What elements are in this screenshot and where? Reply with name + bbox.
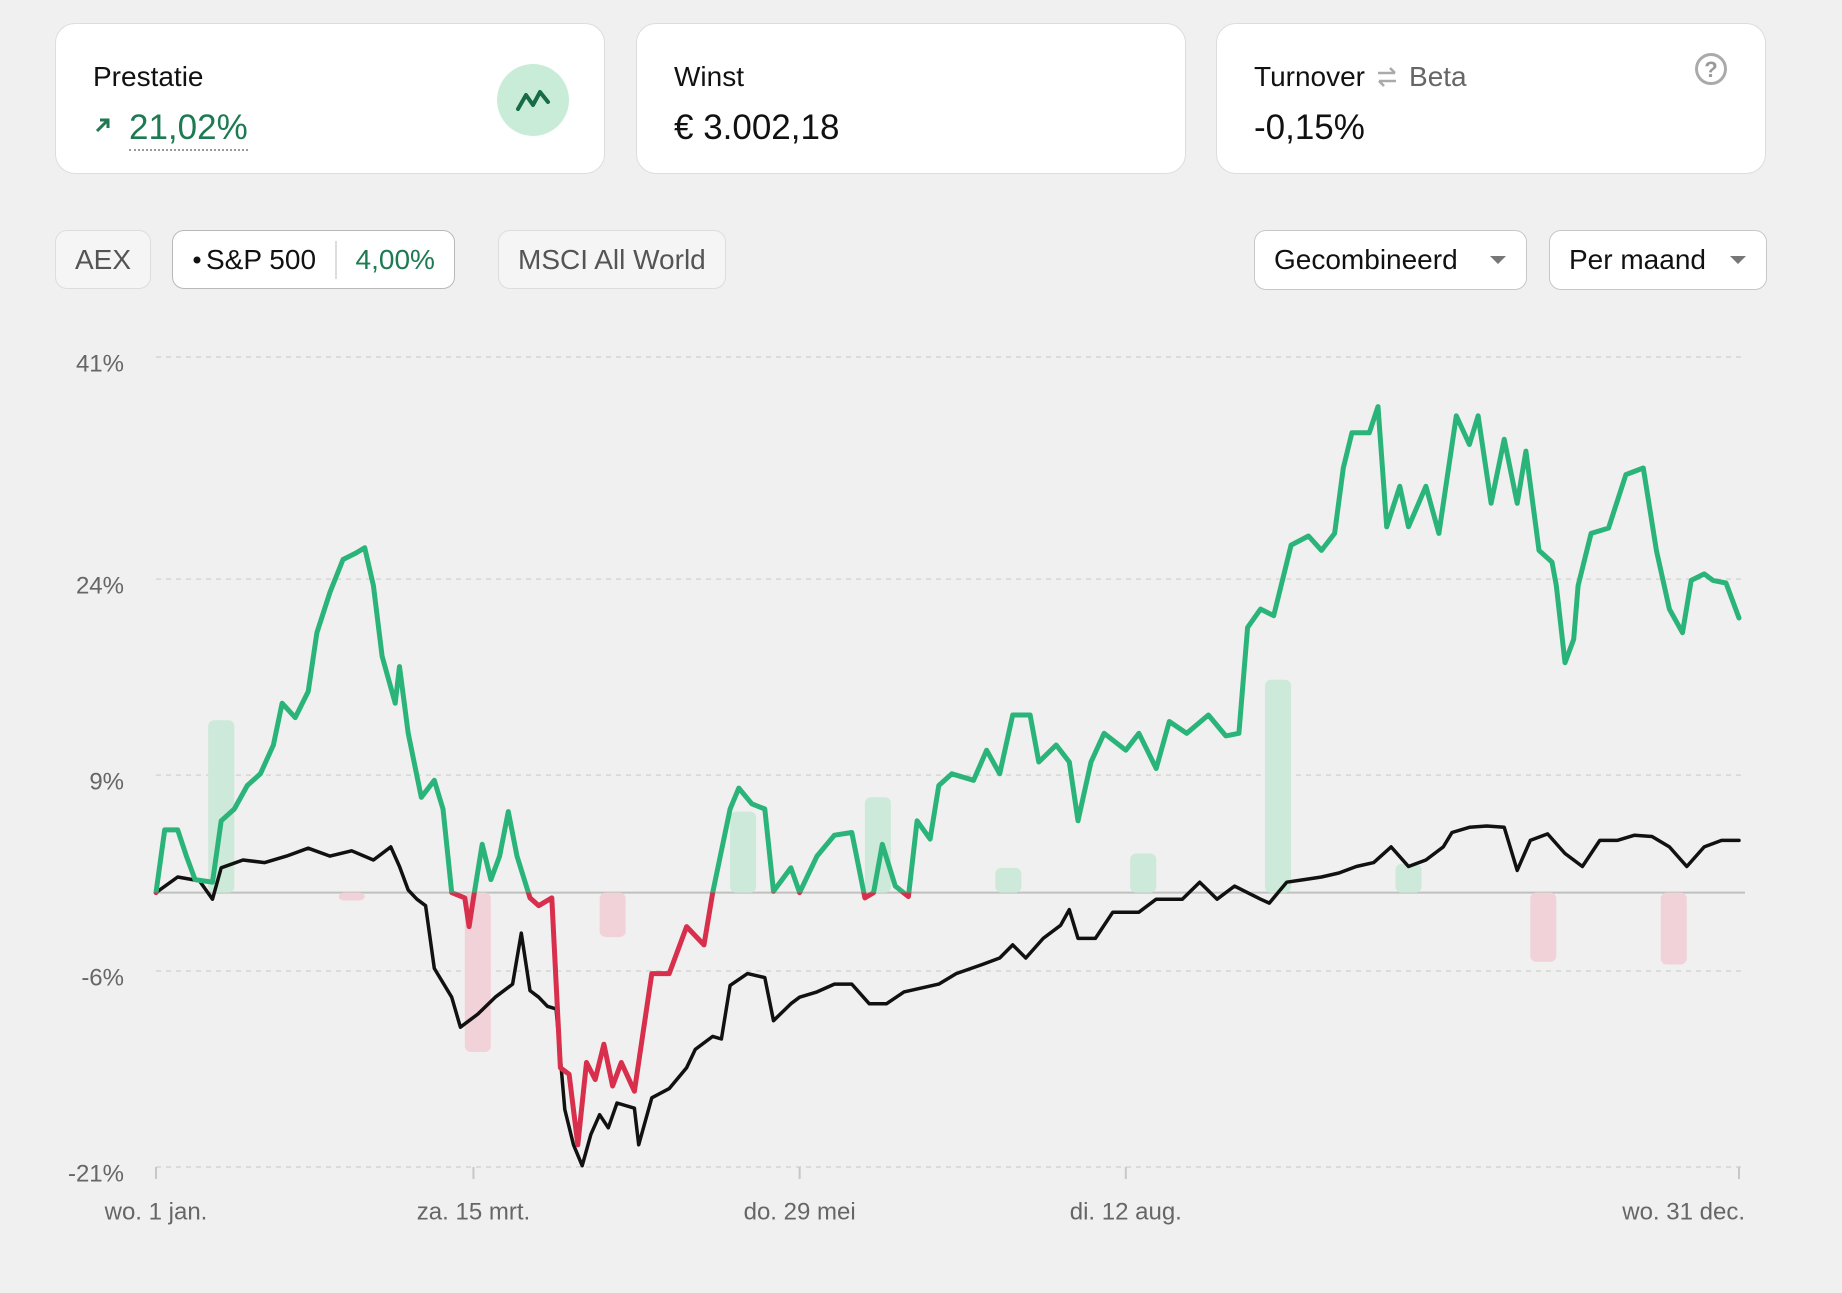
bar [1660,892,1687,965]
card-value: -0,15% [1254,108,1365,147]
x-tick-label: di. 12 aug. [1070,1198,1182,1225]
chip-label: S&P 500 [206,243,317,275]
bar [338,892,365,901]
benchmark-chip[interactable]: MSCI All World [498,230,726,289]
card-title: Turnover [1254,61,1366,92]
bar [1530,892,1557,962]
bar [1395,863,1422,893]
card-title: Prestatie [93,61,204,92]
bar [464,892,491,1053]
help-icon[interactable]: ? [1695,53,1727,85]
card-value: € 3.002,18 [674,108,840,147]
bar [1265,679,1292,893]
caret [1730,256,1746,264]
bar [1130,853,1157,893]
y-tick-label: 41% [76,350,124,377]
dropdown[interactable]: Gecombineerd [1254,230,1527,290]
card: Turnover Beta -0,15% ? [1216,23,1766,174]
benchmark-chip[interactable]: S&P 500 4,00% [172,230,455,289]
line [153,404,1742,1148]
x-tick-label: do. 29 mei [744,1198,856,1225]
benchmark-chip[interactable]: AEX [55,230,152,289]
y-tick-label: 24% [76,572,124,599]
y-tick-label: -21% [68,1160,124,1187]
chip-label: AEX [75,243,132,275]
bullet [193,256,201,263]
x-tick-label: za. 15 mrt. [417,1198,530,1225]
dropdown-label: Gecombineerd [1274,244,1458,275]
dropdown-label: Per maand [1569,244,1706,275]
divider [335,240,337,279]
chip-label: MSCI All World [518,243,706,275]
swap-icon [1378,67,1397,87]
card: Prestatie 21,02% [55,23,605,174]
bar [599,892,626,938]
card-title: Winst [674,61,744,92]
x-tick-label: wo. 1 jan. [104,1198,208,1225]
trend-icon [497,64,569,136]
chip-value: 4,00% [355,243,435,275]
up-arrow-icon [95,118,110,133]
x-tick-label: wo. 31 dec. [1621,1198,1745,1225]
y-tick-label: 9% [89,768,124,795]
line [154,824,1741,1168]
bar [995,867,1022,893]
card-value: 21,02% [129,108,248,151]
beta-badge: Beta [1409,61,1467,92]
card: Winst € 3.002,18 [636,23,1186,174]
bar [730,811,757,893]
y-tick-label: -6% [81,964,124,991]
bar [864,797,891,893]
dropdown[interactable]: Per maand [1549,230,1767,290]
card-title-row: Turnover Beta [1254,60,1467,94]
caret [1490,256,1506,264]
